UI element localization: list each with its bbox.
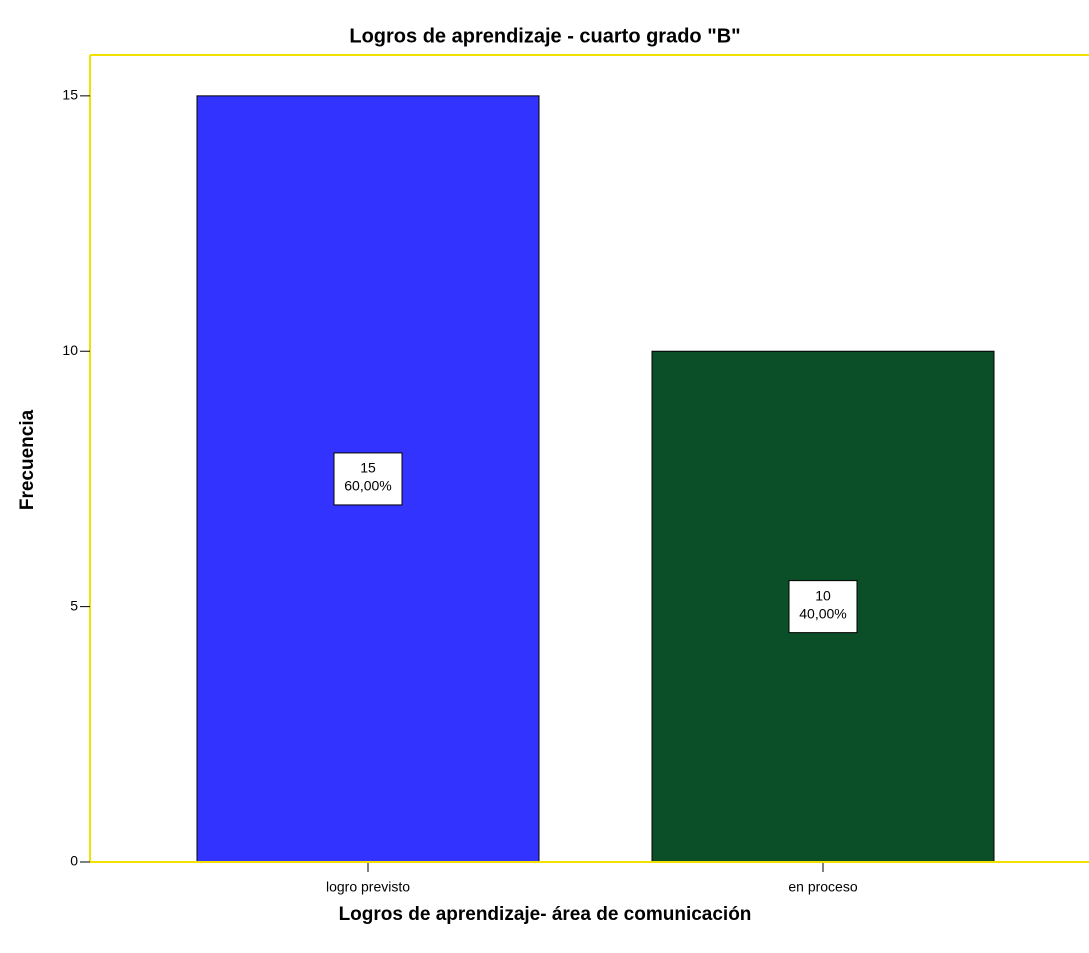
x-axis-label: Logros de aprendizaje- área de comunicac… bbox=[339, 904, 752, 925]
data-label: 10 bbox=[815, 587, 831, 603]
y-axis-label: Frecuencia bbox=[17, 409, 38, 510]
data-label-percent: 60,00% bbox=[344, 478, 391, 494]
y-tick-label: 5 bbox=[70, 597, 78, 613]
y-tick-label: 15 bbox=[62, 87, 78, 103]
y-tick-label: 0 bbox=[70, 853, 78, 869]
data-label: 15 bbox=[360, 460, 376, 476]
x-tick-label: logro previsto bbox=[326, 879, 410, 895]
x-tick-label: en proceso bbox=[788, 879, 857, 895]
bar bbox=[196, 95, 540, 863]
data-label-box bbox=[788, 580, 858, 634]
chart-title: Logros de aprendizaje - cuarto grado "B" bbox=[349, 25, 740, 47]
data-label-percent: 40,00% bbox=[799, 605, 846, 621]
data-label-box bbox=[333, 452, 403, 506]
y-tick-label: 10 bbox=[62, 342, 78, 358]
